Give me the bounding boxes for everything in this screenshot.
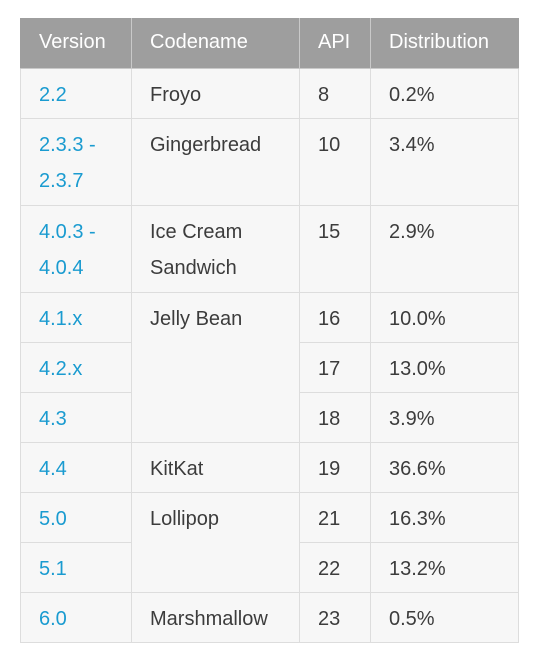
api-cell: 17 — [299, 341, 371, 393]
version-link[interactable]: 4.4 — [39, 457, 67, 480]
api-cell: 16 — [299, 291, 371, 343]
version-link-cell[interactable]: 6.0 — [20, 591, 132, 643]
version-link[interactable]: 6.0 — [39, 607, 67, 630]
api-cell: 8 — [299, 67, 371, 119]
version-link-cell[interactable]: 4.4 — [20, 441, 132, 493]
distribution-cell: 13.0% — [370, 341, 519, 393]
version-link-cell[interactable]: 4.3 — [20, 391, 132, 443]
codename-cell: Jelly Bean — [131, 291, 300, 443]
table-header: Version Codename API Distribution — [20, 18, 519, 69]
distribution-cell: 2.9% — [370, 204, 519, 293]
version-link-cell[interactable]: 4.0.3 - 4.0.4 — [20, 204, 132, 293]
codename-cell: KitKat — [131, 441, 300, 493]
codename-cell: Lollipop — [131, 491, 300, 593]
codename-cell: Gingerbread — [131, 117, 300, 206]
distribution-cell: 16.3% — [370, 491, 519, 543]
distribution-cell: 0.5% — [370, 591, 519, 643]
table-row: 2.3.3 - 2.3.7 Gingerbread 10 3.4% — [20, 117, 519, 206]
version-link-cell[interactable]: 2.3.3 - 2.3.7 — [20, 117, 132, 206]
codename-cell: Ice Cream Sandwich — [131, 204, 300, 293]
header-row: Version Codename API Distribution — [20, 18, 519, 69]
version-link[interactable]: 4.2.x — [39, 357, 83, 380]
version-link[interactable]: 4.3 — [39, 407, 67, 430]
header-codename: Codename — [131, 18, 300, 69]
distribution-table-container: Version Codename API Distribution 2.2 Fr… — [20, 18, 519, 643]
codename-cell: Marshmallow — [131, 591, 300, 643]
table-row: 4.0.3 - 4.0.4 Ice Cream Sandwich 15 2.9% — [20, 204, 519, 293]
table-row: 5.0 Lollipop 21 16.3% — [20, 491, 519, 593]
version-link[interactable]: 2.3.3 - 2.3.7 — [39, 133, 96, 192]
version-link-cell[interactable]: 4.2.x — [20, 341, 132, 393]
version-link[interactable]: 5.0 — [39, 507, 67, 530]
api-cell: 19 — [299, 441, 371, 493]
android-distribution-table: Version Codename API Distribution 2.2 Fr… — [20, 18, 519, 643]
api-cell: 10 — [299, 117, 371, 206]
version-link-cell[interactable]: 4.1.x — [20, 291, 132, 343]
api-cell: 22 — [299, 541, 371, 593]
version-link[interactable]: 4.1.x — [39, 307, 83, 330]
table-row: 4.2.x 17 13.0% — [20, 341, 519, 393]
version-link[interactable]: 4.0.3 - 4.0.4 — [39, 220, 96, 279]
api-cell: 23 — [299, 591, 371, 643]
header-distribution: Distribution — [370, 18, 519, 69]
distribution-cell: 3.4% — [370, 117, 519, 206]
distribution-cell: 3.9% — [370, 391, 519, 443]
distribution-cell: 13.2% — [370, 541, 519, 593]
version-link-cell[interactable]: 5.0 — [20, 491, 132, 543]
codename-cell: Froyo — [131, 67, 300, 119]
api-cell: 21 — [299, 491, 371, 543]
table-row: 2.2 Froyo 8 0.2% — [20, 67, 519, 119]
header-api: API — [299, 18, 371, 69]
version-link-cell[interactable]: 5.1 — [20, 541, 132, 593]
header-version: Version — [20, 18, 132, 69]
distribution-cell: 10.0% — [370, 291, 519, 343]
table-row: 4.1.x Jelly Bean 16 10.0% — [20, 291, 519, 443]
table-row: 4.3 18 3.9% — [20, 391, 519, 443]
version-link-cell[interactable]: 2.2 — [20, 67, 132, 119]
distribution-cell: 0.2% — [370, 67, 519, 119]
table-row: 5.1 22 13.2% — [20, 541, 519, 593]
api-cell: 15 — [299, 204, 371, 293]
table-body: 2.2 Froyo 8 0.2% 2.3.3 - 2.3.7 Gingerbre… — [20, 67, 519, 643]
table-row: 6.0 Marshmallow 23 0.5% — [20, 591, 519, 643]
api-cell: 18 — [299, 391, 371, 443]
version-link[interactable]: 2.2 — [39, 83, 67, 106]
table-row: 4.4 KitKat 19 36.6% — [20, 441, 519, 493]
version-link[interactable]: 5.1 — [39, 557, 67, 580]
distribution-cell: 36.6% — [370, 441, 519, 493]
